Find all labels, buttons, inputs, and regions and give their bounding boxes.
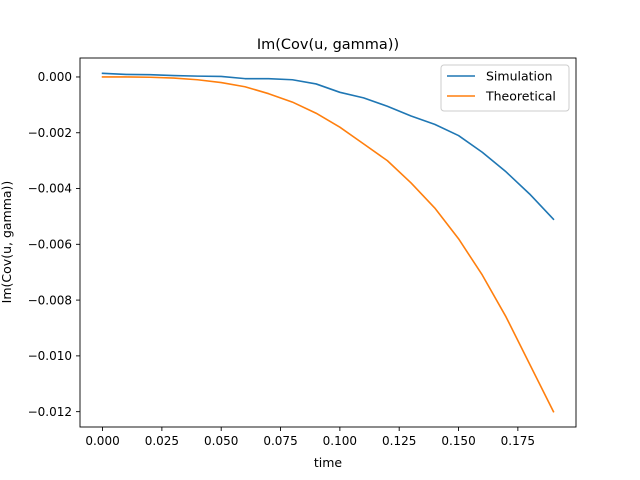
- y-tick-label: 0.000: [38, 70, 72, 84]
- y-tick-label: −0.010: [28, 349, 72, 363]
- x-tick-label: 0.175: [501, 434, 535, 448]
- x-tick-label: 0.100: [323, 434, 357, 448]
- x-tick-label: 0.050: [204, 434, 238, 448]
- series-line-theoretical: [101, 76, 555, 413]
- y-axis: 0.000 −0.002 −0.004 −0.006 −0.008 −0.010 −0.01…: [28, 70, 80, 419]
- x-tick-label: 0.150: [441, 434, 475, 448]
- x-axis: 0.000 0.025 0.050 0.075 0.100 0.125 0.150 0.175: [85, 427, 535, 448]
- legend-label-theoretical: Theoretical: [485, 89, 556, 104]
- x-tick-label: 0.000: [85, 434, 119, 448]
- axes-frame: [79, 57, 577, 428]
- y-tick-label: −0.008: [28, 293, 72, 307]
- x-axis-label: time: [314, 455, 343, 470]
- legend-label-simulation: Simulation: [486, 69, 553, 84]
- y-tick-label: −0.002: [28, 126, 72, 140]
- y-tick-label: −0.012: [28, 405, 72, 419]
- y-tick-label: −0.006: [28, 238, 72, 252]
- chart-title: Im(Cov(u, gamma)): [257, 37, 399, 53]
- y-tick-label: −0.004: [28, 182, 72, 196]
- y-axis-label: Im(Cov(u, gamma)): [0, 181, 14, 304]
- x-tick-label: 0.025: [145, 434, 179, 448]
- series-layer: [101, 72, 555, 413]
- series-line-simulation: [101, 72, 555, 221]
- legend: Simulation Theoretical: [440, 64, 570, 112]
- x-tick-label: 0.125: [382, 434, 416, 448]
- x-tick-label: 0.075: [263, 434, 297, 448]
